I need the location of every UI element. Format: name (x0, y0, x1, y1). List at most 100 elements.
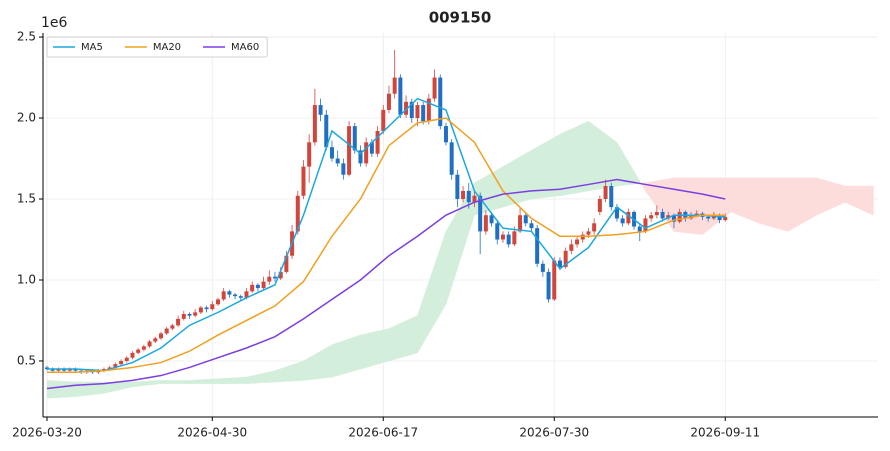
cloud (417, 231, 447, 354)
candle-body (478, 195, 483, 232)
candle-body (449, 142, 454, 175)
candle-body (438, 77, 443, 127)
legend-label: MA5 (81, 42, 103, 53)
candle-body (626, 211, 631, 224)
x-tick-label: 2026-04-30 (177, 426, 247, 440)
candle-body (483, 215, 488, 232)
candle-body (329, 147, 334, 159)
candle-body (107, 367, 112, 370)
candle-body (620, 218, 625, 224)
offset-label: 1e6 (41, 15, 68, 31)
candle-body (586, 231, 591, 235)
candle-body (113, 364, 118, 368)
candle-body (512, 231, 517, 245)
candle-body (426, 98, 431, 122)
legend (46, 36, 268, 58)
candle-body (421, 105, 426, 122)
candle-body (404, 101, 409, 115)
candle-body (176, 318, 181, 326)
candle-body (609, 186, 614, 208)
y-tick-label: 2.5 (17, 30, 36, 44)
candle-body (193, 312, 198, 316)
candle-body (352, 126, 357, 151)
candle-body (312, 105, 317, 143)
candle-body (535, 228, 540, 264)
candle-body (540, 263, 545, 272)
candle-body (461, 190, 466, 200)
candle-body (375, 130, 380, 154)
candle-body (466, 190, 471, 203)
candle-body (124, 357, 129, 361)
candle-body (67, 369, 72, 371)
candle-body (569, 244, 574, 251)
x-tick-label: 2026-06-17 (348, 426, 418, 440)
cloud (730, 177, 760, 224)
cloud (816, 177, 846, 216)
candle-body (409, 101, 414, 119)
cloud (844, 185, 874, 216)
cloud (673, 177, 703, 235)
candle-body (341, 163, 346, 175)
candle-body (141, 346, 146, 350)
x-tick-label: 2026-03-20 (12, 426, 82, 440)
candle-body (227, 291, 232, 295)
candle-body (164, 328, 169, 334)
candle-body (660, 211, 665, 219)
cloud (645, 177, 675, 233)
candle-body (158, 333, 163, 339)
candle-body (181, 313, 186, 319)
candle-body (153, 338, 158, 342)
candle-body (147, 341, 152, 347)
candle-body (506, 234, 511, 245)
candle-body (649, 215, 654, 219)
candle-body (392, 77, 397, 94)
candle-body (238, 296, 243, 298)
cloud (759, 177, 789, 232)
candle-body (170, 325, 175, 329)
candle-body (255, 284, 260, 289)
candle-body (187, 313, 192, 316)
candle-body (671, 215, 676, 222)
candle-body (455, 174, 460, 200)
candle-body (335, 158, 340, 164)
candle-body (358, 150, 363, 164)
cloud (160, 380, 190, 384)
candle-body (221, 291, 226, 300)
candle-body (677, 211, 682, 222)
candle-body (136, 349, 141, 353)
candle-body (706, 216, 711, 219)
candle-body (324, 114, 329, 148)
candle-body (443, 126, 448, 143)
candle-body (73, 369, 78, 371)
candle-body (472, 195, 477, 203)
candle-body (575, 239, 580, 245)
candle-body (56, 369, 61, 371)
candle-body (284, 255, 289, 272)
candle-body (529, 223, 534, 229)
candle-body (523, 215, 528, 224)
candle-body (119, 360, 124, 365)
candle-body (198, 307, 203, 313)
ma-line (46, 97, 726, 372)
candle-body (204, 307, 209, 310)
y-tick-label: 2.0 (17, 111, 36, 125)
candle-body (295, 195, 300, 232)
cloud (360, 328, 390, 370)
candle-body (597, 199, 602, 212)
candle-body (210, 304, 215, 310)
candle-body (369, 142, 374, 154)
candle-body (267, 276, 272, 282)
candle-body (666, 215, 671, 219)
candle-body (694, 213, 699, 216)
candle-body (272, 276, 277, 279)
cloud (616, 141, 642, 187)
y-tick-label: 0.5 (17, 353, 36, 367)
candle-body (580, 234, 585, 240)
candle-body (130, 352, 135, 358)
candle-body (500, 234, 505, 240)
candle-body (318, 105, 323, 115)
x-tick-label: 2026-07-30 (519, 426, 589, 440)
candle-body (307, 142, 312, 167)
legend-label: MA60 (231, 42, 259, 53)
